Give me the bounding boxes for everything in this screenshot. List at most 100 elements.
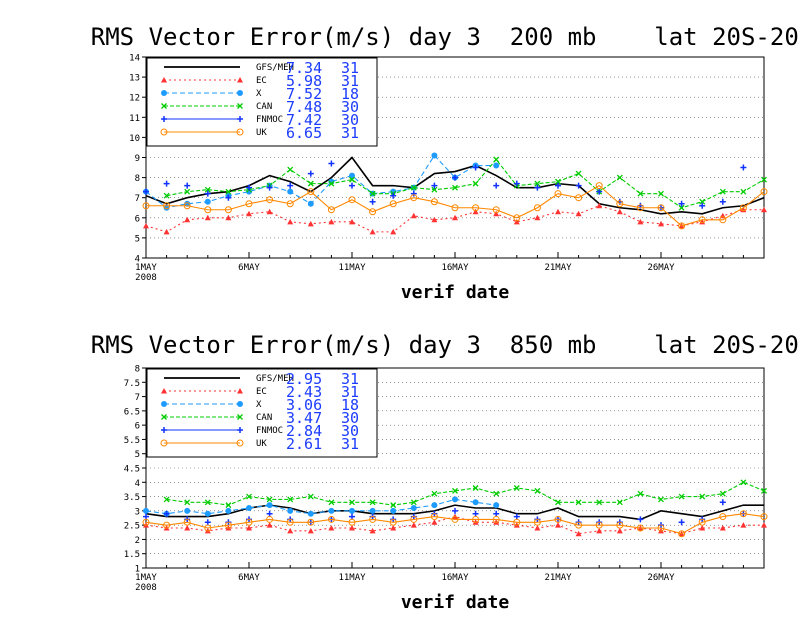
data-point bbox=[266, 196, 274, 204]
legend-series-name: GFS/MEH bbox=[256, 374, 294, 384]
data-point bbox=[307, 527, 314, 534]
chart-panel-2: RMS Vector Error(m/s) day 3 850 mb lat 2… bbox=[91, 331, 800, 613]
data-point bbox=[390, 507, 397, 514]
data-point bbox=[513, 180, 520, 187]
data-point bbox=[246, 493, 252, 500]
data-point bbox=[678, 530, 686, 538]
data-point bbox=[616, 174, 623, 181]
data-point bbox=[143, 222, 149, 229]
data-point bbox=[369, 499, 376, 506]
data-point bbox=[204, 519, 211, 526]
data-point bbox=[349, 507, 355, 514]
y-tick-label: 5 bbox=[135, 234, 140, 244]
legend-series-name: UK bbox=[256, 128, 267, 138]
legend-series-stat: 2.95 bbox=[286, 370, 322, 388]
legend-marker bbox=[161, 90, 167, 96]
data-point bbox=[472, 510, 479, 517]
legend-series-stat: 7.42 bbox=[286, 111, 322, 129]
data-point bbox=[678, 204, 685, 211]
series-uk bbox=[142, 510, 768, 538]
data-point bbox=[472, 180, 479, 187]
legend-box bbox=[146, 368, 378, 458]
data-point bbox=[369, 198, 376, 205]
y-tick-label: 4 bbox=[135, 255, 140, 265]
data-point bbox=[349, 218, 355, 225]
data-point bbox=[184, 499, 191, 506]
data-point bbox=[287, 527, 294, 534]
data-point bbox=[472, 499, 479, 506]
data-point bbox=[534, 180, 541, 187]
data-point bbox=[637, 218, 644, 225]
data-point bbox=[472, 485, 479, 491]
data-point bbox=[761, 206, 767, 213]
data-point bbox=[596, 527, 603, 534]
data-point bbox=[658, 496, 664, 503]
data-point bbox=[266, 502, 273, 509]
data-point bbox=[534, 184, 541, 191]
data-point bbox=[534, 214, 541, 221]
data-point bbox=[307, 518, 315, 526]
y-tick-label: 10 bbox=[129, 134, 140, 144]
data-point bbox=[287, 166, 294, 173]
data-point bbox=[410, 522, 417, 528]
legend-marker bbox=[237, 103, 243, 109]
x-tick-label: 6MAY bbox=[238, 263, 260, 273]
legend-marker bbox=[161, 103, 167, 109]
data-point bbox=[225, 507, 232, 514]
data-point bbox=[699, 202, 706, 209]
data-point bbox=[555, 208, 561, 215]
y-tick-label: 6 bbox=[135, 422, 140, 432]
data-point bbox=[225, 214, 232, 221]
data-point bbox=[307, 188, 315, 196]
data-point bbox=[761, 487, 767, 494]
data-point bbox=[266, 184, 273, 191]
data-point bbox=[287, 507, 294, 514]
data-point bbox=[636, 524, 644, 532]
legend-series-stat: 5.98 bbox=[286, 72, 322, 90]
data-point bbox=[163, 202, 171, 210]
data-point bbox=[472, 208, 479, 215]
series-line bbox=[166, 481, 765, 506]
data-point bbox=[431, 216, 438, 223]
data-point bbox=[575, 182, 582, 189]
legend-box bbox=[146, 57, 378, 147]
data-point bbox=[224, 206, 232, 214]
data-point bbox=[410, 212, 417, 219]
legend-marker bbox=[237, 388, 243, 394]
data-point bbox=[472, 164, 479, 171]
data-point bbox=[225, 502, 232, 509]
legend-marker bbox=[237, 77, 243, 83]
chart-panel-1: RMS Vector Error(m/s) day 3 200 mb lat 2… bbox=[91, 23, 800, 303]
data-point bbox=[493, 510, 500, 517]
data-point bbox=[452, 487, 458, 494]
data-point bbox=[390, 525, 397, 531]
data-point bbox=[307, 493, 314, 500]
y-tick-label: 5.5 bbox=[124, 436, 140, 446]
legend-marker bbox=[237, 414, 243, 420]
data-point bbox=[184, 188, 191, 195]
data-point bbox=[740, 188, 747, 195]
data-point bbox=[183, 518, 191, 526]
data-point bbox=[287, 496, 294, 503]
legend-series-name: CAN bbox=[256, 413, 272, 423]
y-tick-label: 6.5 bbox=[124, 407, 140, 417]
data-point bbox=[349, 182, 355, 189]
legend-series-name: FNMOC bbox=[256, 115, 283, 125]
data-point bbox=[163, 510, 170, 517]
data-point bbox=[533, 518, 541, 526]
data-point bbox=[266, 515, 274, 523]
data-point bbox=[719, 499, 726, 506]
series-fnmoc bbox=[143, 160, 747, 211]
data-point bbox=[698, 518, 706, 526]
x-tick-label: 16MAY bbox=[441, 573, 469, 583]
y-tick-label: 2 bbox=[135, 536, 140, 546]
y-tick-label: 2.5 bbox=[124, 522, 140, 532]
data-point bbox=[307, 180, 314, 187]
data-point bbox=[492, 206, 500, 214]
data-point bbox=[534, 525, 541, 531]
series-line bbox=[145, 156, 765, 215]
y-tick-label: 7 bbox=[135, 194, 140, 204]
data-point bbox=[245, 518, 253, 526]
data-point bbox=[657, 204, 665, 212]
